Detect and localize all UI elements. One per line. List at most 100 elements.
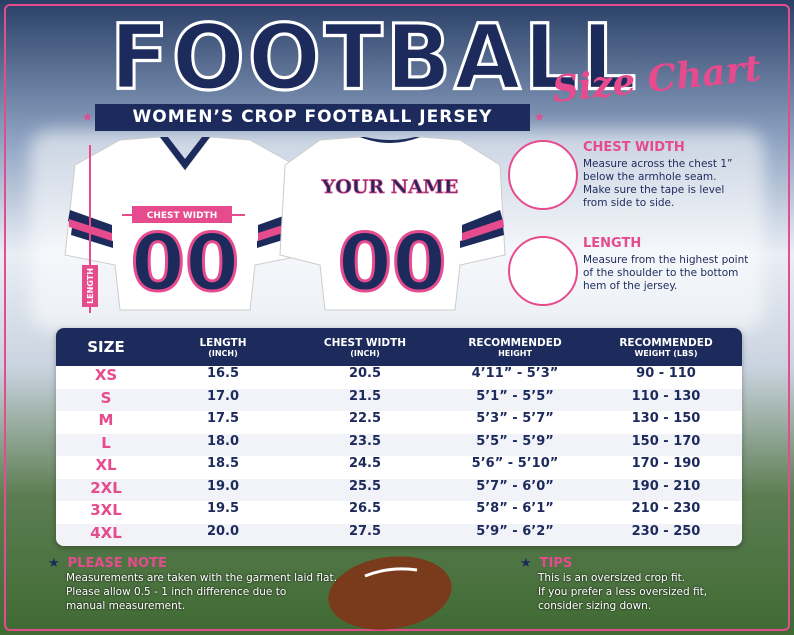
table-cell: 110 - 130 (631, 388, 701, 404)
column-label: SIZE (87, 338, 125, 356)
table-cell: 210 - 230 (631, 501, 701, 516)
guide-line: Measure across the chest 1” (583, 158, 733, 170)
chest-label: CHEST WIDTH (147, 211, 217, 221)
table-cell: 170 - 190 (631, 456, 701, 471)
row-background (56, 388, 742, 411)
note-title: PLEASE NOTE (67, 556, 167, 571)
table-cell: 90 - 110 (636, 366, 696, 381)
ball (328, 556, 452, 630)
table-cell: 20.0 (206, 523, 240, 539)
table-cell: 130 - 150 (631, 411, 701, 426)
table-cell: 17.0 (206, 388, 240, 404)
table-header: SIZE LENGTH (INCH) CHEST WIDTH (INCH) RECOMME… (56, 328, 742, 366)
collar (160, 137, 210, 170)
label-box (82, 265, 98, 307)
note-line: manual measurement. (66, 600, 186, 612)
size-cell: M (98, 411, 114, 429)
table-cell: 5’9” - 6’2” (476, 523, 554, 539)
sleeve-stripe (68, 210, 113, 248)
frame (4, 4, 790, 631)
size-cell: 2XL (90, 478, 122, 497)
row-background (56, 411, 742, 434)
table-cell: 5’3” - 5’7” (476, 411, 554, 426)
title: FOOTBALL (108, 4, 640, 112)
back-jersey: YOUR NAME 00 (279, 136, 506, 311)
table-cell: 4’11” - 5’3” (471, 366, 559, 381)
football (328, 556, 452, 630)
table-cell: 150 - 170 (631, 433, 701, 449)
row-background (56, 366, 742, 389)
size-table: SIZE LENGTH (INCH) CHEST WIDTH (INCH) RECOMME… (56, 328, 742, 546)
column-label: CHEST WIDTH (323, 336, 407, 349)
table-cell: 5’6” - 5’10” (471, 456, 559, 471)
guide-text: Measure across the chest 1” below the arm… (583, 158, 732, 210)
guide-line: of the shoulder to the bottom (583, 267, 739, 279)
row-background (56, 523, 742, 546)
table-cell: 5’8” - 6’1” (476, 501, 554, 516)
table-cell: 5’1” - 5’5” (476, 388, 554, 404)
note-line: consider sizing down. (538, 600, 652, 612)
note-line: This is an oversized crop fit. (538, 572, 686, 584)
subtitle: WOMEN’S CROP FOOTBALL JERSEY (95, 104, 530, 131)
guide-title: CHEST WIDTH (583, 140, 685, 155)
note: ★ PLEASE NOTE Measurements are taken with … (48, 556, 337, 613)
table-cell: 25.5 (348, 478, 382, 494)
star: ★ (520, 556, 532, 571)
column-unit: HEIGHT (498, 348, 532, 358)
note-title: TIPS (539, 556, 573, 571)
row-background (56, 433, 742, 456)
note-heading: ★ PLEASE NOTE (48, 556, 337, 571)
size-cell: XS (94, 366, 118, 384)
guide-line: below the armhole seam. (583, 171, 717, 183)
row-background (56, 478, 742, 501)
note: ★ TIPS This is an oversized crop fit. If yo… (520, 556, 707, 613)
column-header: RECOMMENDED WEIGHT (LBS) (590, 328, 742, 366)
table-cell: 19.5 (206, 501, 240, 516)
size-cell: 3XL (90, 501, 122, 519)
lace (364, 567, 418, 578)
sleeve-stripe (462, 219, 504, 241)
note-line: Please allow 0.5 - 1 inch difference due… (66, 586, 287, 598)
table-cell: 190 - 210 (631, 478, 701, 494)
table-cell: 18.0 (206, 433, 240, 449)
column-label: LENGTH (199, 336, 247, 349)
sleeve-stripe (460, 210, 504, 248)
table-cell: 26.5 (348, 501, 382, 516)
table-cell: 22.5 (348, 411, 382, 426)
length-label: LENGTH (86, 268, 95, 304)
star: ★ (82, 110, 93, 124)
guide-line: hem of the jersey. (583, 280, 678, 292)
jersey-body (64, 136, 306, 311)
table-cell: 17.5 (206, 411, 240, 426)
note-heading: ★ TIPS (520, 556, 707, 571)
note-line: Measurements are taken with the garment … (66, 572, 337, 584)
jersey-number: 00 (131, 219, 240, 309)
guide-line: Measure from the highest point (583, 254, 749, 266)
jersey-name: YOUR NAME (321, 176, 459, 198)
table-cell: 21.5 (348, 388, 382, 404)
jerseys: 00 CHEST WIDTH LENGTH YOUR NAME 00 (64, 136, 506, 313)
table-cell: 20.5 (348, 366, 382, 381)
table-cell: 5’7” - 6’0” (476, 478, 554, 494)
guide: LENGTH Measure from the highest point of t… (500, 236, 780, 316)
guide-icon (508, 140, 578, 210)
column-label: RECOMMENDED (468, 336, 562, 349)
row-background (56, 456, 742, 479)
table-cell: 230 - 250 (631, 523, 701, 539)
table-cell: 24.5 (348, 456, 382, 471)
label-box (132, 206, 232, 223)
table-cell: 18.5 (206, 456, 240, 471)
table-cell: 27.5 (348, 523, 382, 539)
row-background (56, 501, 742, 524)
column-unit: (INCH) (350, 348, 380, 358)
table-cell: 5’5” - 5’9” (476, 433, 554, 449)
table-cell: 16.5 (206, 366, 240, 381)
table-cell: 19.0 (206, 478, 240, 494)
star: ★ (48, 556, 60, 571)
guide-title: LENGTH (583, 236, 642, 251)
column-header: RECOMMENDED HEIGHT (440, 328, 590, 366)
jersey-number: 00 (338, 219, 447, 309)
table-cell: 23.5 (348, 433, 382, 449)
